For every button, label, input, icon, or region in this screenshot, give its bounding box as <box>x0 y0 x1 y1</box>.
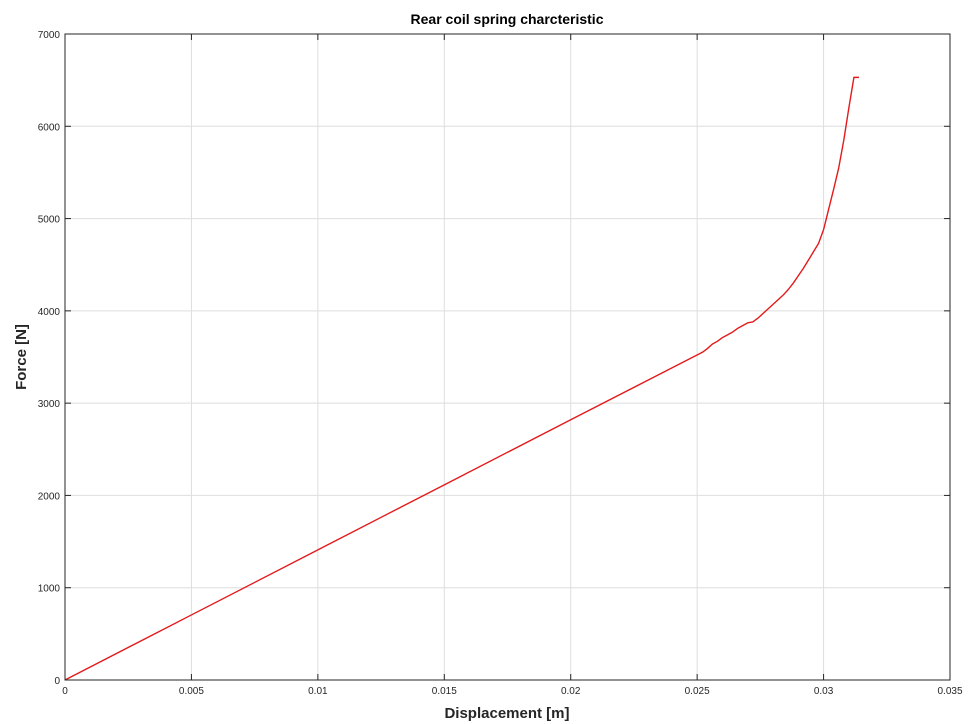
plot-area-frame <box>64 33 951 681</box>
x-tick-label: 0.005 <box>179 686 204 697</box>
grid-lines <box>64 33 951 681</box>
x-axis-label: Displacement [m] <box>444 705 569 722</box>
x-tick-label: 0 <box>62 686 68 697</box>
y-tick-label: 2000 <box>38 491 61 502</box>
x-tick-label: 0.03 <box>814 686 834 697</box>
y-tick-label: 7000 <box>38 30 61 41</box>
y-tick-label: 3000 <box>38 399 61 410</box>
y-tick-label: 5000 <box>38 215 61 226</box>
y-tick-label: 1000 <box>38 584 61 595</box>
y-tick-label: 4000 <box>38 307 61 318</box>
chart-title: Rear coil spring charcteristic <box>411 11 604 27</box>
series-line <box>64 76 859 681</box>
x-axis-ticks: 0 0.005 0.01 0.015 0.02 0.025 0.03 0.035 <box>62 34 963 697</box>
x-tick-label: 0.035 <box>937 686 962 697</box>
x-tick-label: 0.015 <box>432 686 457 697</box>
y-tick-label: 0 <box>54 676 60 687</box>
x-tick-label: 0.02 <box>561 686 581 697</box>
series-layer <box>64 76 859 681</box>
x-tick-label: 0.025 <box>685 686 710 697</box>
y-tick-label: 6000 <box>38 122 61 133</box>
x-tick-label: 0.01 <box>308 686 328 697</box>
y-axis-ticks: 0 1000 2000 3000 4000 5000 6000 7000 <box>38 30 950 687</box>
y-axis-label: Force [N] <box>13 324 30 390</box>
